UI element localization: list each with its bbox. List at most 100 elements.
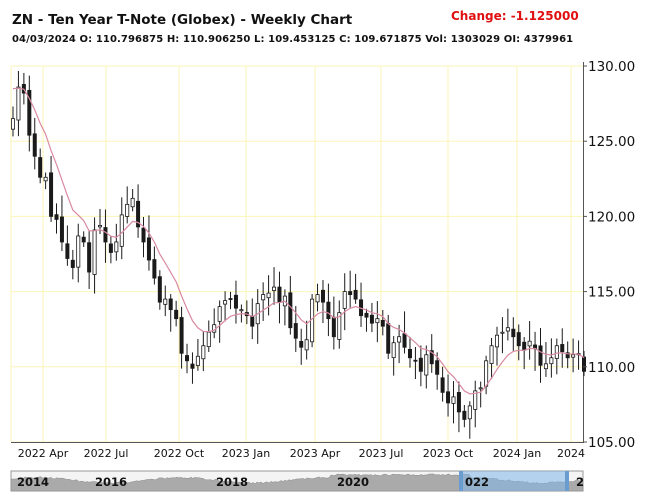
candle	[554, 338, 559, 375]
change-readout: Change: -1.125000	[451, 9, 579, 23]
candle	[511, 317, 516, 351]
candle	[174, 300, 179, 327]
candle	[250, 298, 255, 340]
candle	[527, 321, 532, 360]
candle	[206, 320, 211, 352]
ohlc-readout: 04/03/2024 O: 110.796875 H: 110.906250 L…	[12, 34, 574, 45]
navigator-year-label: 022	[465, 475, 489, 489]
time-tick-label: 2023 Jul	[359, 447, 404, 460]
candle	[130, 189, 135, 212]
price-axis-labels: 105.00 110.00 115.00 120.00 125.00 130.00	[583, 59, 635, 451]
candle	[228, 291, 233, 310]
navigator-year-label: 2020	[337, 475, 369, 489]
candle	[185, 343, 190, 374]
candle	[299, 328, 304, 365]
candle	[76, 223, 81, 283]
candle	[272, 267, 277, 305]
candle	[462, 404, 467, 428]
chart-grid	[11, 65, 583, 443]
candle	[223, 291, 228, 322]
candle	[326, 283, 331, 337]
candle	[538, 327, 543, 383]
candle	[38, 148, 43, 184]
candle	[179, 306, 184, 369]
candle	[119, 197, 124, 260]
candle	[484, 355, 489, 395]
candle	[473, 380, 478, 428]
candle	[560, 328, 565, 368]
moving-average-line	[12, 87, 585, 395]
candle	[320, 280, 325, 324]
candle	[43, 172, 48, 190]
candle	[103, 209, 108, 263]
candle	[435, 352, 440, 390]
price-tick-label: 120.00	[588, 209, 635, 225]
candle	[190, 352, 195, 384]
navigator-year-label: 2014	[17, 475, 49, 489]
candle	[16, 70, 21, 137]
navigator-left-handle[interactable]	[459, 471, 463, 491]
candle	[418, 345, 423, 387]
candle	[87, 230, 92, 290]
candle	[282, 289, 287, 326]
price-tick-label: 110.00	[588, 360, 635, 376]
price-tick-label: 115.00	[588, 285, 635, 301]
candle	[364, 308, 369, 332]
candle	[413, 347, 418, 380]
candle	[446, 374, 451, 417]
candle	[168, 294, 173, 332]
candle	[81, 231, 86, 247]
candle	[141, 216, 146, 258]
candle	[342, 273, 347, 331]
candle	[146, 215, 151, 271]
navigator-selection-window[interactable]	[459, 471, 569, 491]
candle	[337, 300, 342, 349]
candle	[359, 282, 364, 327]
candle	[304, 320, 309, 360]
candle	[375, 301, 380, 343]
candle	[212, 308, 217, 339]
candle	[217, 300, 222, 343]
time-tick-label: 2022 Oct	[154, 447, 205, 460]
candle	[92, 217, 97, 294]
candle	[261, 282, 266, 321]
candle	[157, 270, 162, 310]
candle	[49, 156, 54, 222]
candle	[543, 342, 548, 377]
candle	[353, 273, 358, 304]
candle	[348, 270, 353, 308]
candle	[65, 225, 70, 266]
candle	[467, 401, 472, 439]
candlestick-series	[10, 70, 587, 439]
candle	[195, 338, 200, 371]
time-navigator[interactable]: 2014 2016 2018 2020 022 2	[10, 470, 584, 492]
candle	[315, 283, 320, 312]
price-tick-label: 125.00	[588, 134, 635, 150]
candle	[500, 317, 505, 354]
candle	[255, 289, 260, 344]
candle	[565, 341, 570, 369]
candle	[533, 331, 538, 371]
candle	[549, 338, 554, 378]
candle	[397, 324, 402, 364]
candle	[516, 324, 521, 361]
candle	[489, 337, 494, 380]
time-tick-label: 2024 Jan	[493, 447, 541, 460]
time-tick-label: 2022 Jul	[84, 447, 129, 460]
navigator-right-handle[interactable]	[565, 471, 569, 491]
candle	[114, 223, 119, 261]
candle	[440, 366, 445, 402]
candle	[407, 336, 412, 368]
candle	[451, 381, 456, 424]
navigator-year-label: 2018	[216, 475, 248, 489]
candle	[277, 271, 282, 324]
candle	[163, 285, 168, 317]
candle	[478, 381, 483, 408]
candle	[331, 296, 336, 350]
candle	[266, 275, 271, 316]
time-tick-label: 2023 Oct	[423, 447, 474, 460]
candle	[494, 326, 499, 366]
candle	[456, 381, 461, 433]
time-tick-label: 2023 Jan	[222, 447, 270, 460]
